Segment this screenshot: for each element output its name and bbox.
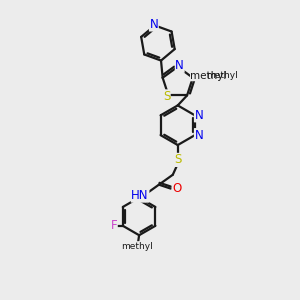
Text: N: N (175, 59, 184, 72)
Text: N: N (149, 18, 158, 31)
Text: methyl: methyl (190, 71, 227, 81)
Text: F: F (111, 219, 117, 232)
Text: N: N (194, 129, 203, 142)
Text: HN: HN (131, 189, 149, 202)
Text: methyl: methyl (206, 71, 237, 80)
Text: S: S (174, 153, 182, 167)
Text: S: S (163, 90, 170, 103)
Text: methyl: methyl (121, 242, 153, 250)
Text: N: N (194, 109, 203, 122)
Text: O: O (172, 182, 182, 195)
